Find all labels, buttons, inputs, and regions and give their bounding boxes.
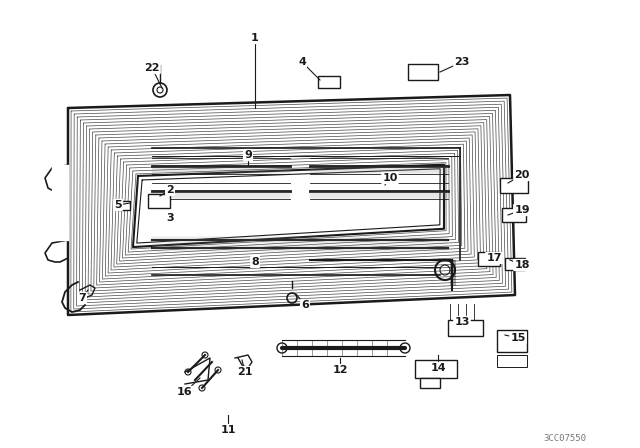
Text: 9: 9 bbox=[244, 150, 252, 160]
FancyBboxPatch shape bbox=[415, 360, 457, 378]
Text: 18: 18 bbox=[515, 260, 530, 270]
Text: 4: 4 bbox=[298, 57, 306, 67]
Circle shape bbox=[199, 385, 205, 391]
Text: 15: 15 bbox=[510, 333, 525, 343]
Text: 6: 6 bbox=[301, 300, 309, 310]
Text: 3: 3 bbox=[166, 213, 174, 223]
Text: 1: 1 bbox=[251, 33, 259, 43]
FancyBboxPatch shape bbox=[118, 201, 130, 210]
Text: 14: 14 bbox=[430, 363, 446, 373]
Circle shape bbox=[185, 369, 191, 375]
Text: 16: 16 bbox=[177, 387, 193, 397]
Text: 12: 12 bbox=[332, 365, 348, 375]
Text: 22: 22 bbox=[144, 63, 160, 73]
Text: 7: 7 bbox=[78, 293, 86, 303]
Text: 13: 13 bbox=[454, 317, 470, 327]
FancyBboxPatch shape bbox=[497, 330, 527, 352]
FancyBboxPatch shape bbox=[505, 258, 525, 270]
Circle shape bbox=[215, 367, 221, 373]
Text: 5: 5 bbox=[114, 200, 122, 210]
FancyBboxPatch shape bbox=[502, 208, 526, 222]
Circle shape bbox=[277, 343, 287, 353]
Text: 17: 17 bbox=[486, 253, 502, 263]
Text: 23: 23 bbox=[454, 57, 470, 67]
Circle shape bbox=[202, 352, 208, 358]
FancyBboxPatch shape bbox=[500, 178, 528, 193]
Text: 2: 2 bbox=[166, 185, 174, 195]
Text: 8: 8 bbox=[251, 257, 259, 267]
FancyBboxPatch shape bbox=[478, 252, 500, 266]
Text: 3CC07550: 3CC07550 bbox=[543, 434, 586, 443]
Text: 20: 20 bbox=[515, 170, 530, 180]
Text: 19: 19 bbox=[514, 205, 530, 215]
FancyBboxPatch shape bbox=[448, 320, 483, 336]
FancyBboxPatch shape bbox=[318, 76, 340, 88]
FancyBboxPatch shape bbox=[420, 378, 440, 388]
FancyBboxPatch shape bbox=[497, 355, 527, 367]
Text: 21: 21 bbox=[237, 367, 253, 377]
Text: 10: 10 bbox=[382, 173, 397, 183]
Circle shape bbox=[400, 343, 410, 353]
FancyBboxPatch shape bbox=[148, 194, 170, 208]
FancyBboxPatch shape bbox=[408, 64, 438, 80]
Text: 11: 11 bbox=[220, 425, 236, 435]
